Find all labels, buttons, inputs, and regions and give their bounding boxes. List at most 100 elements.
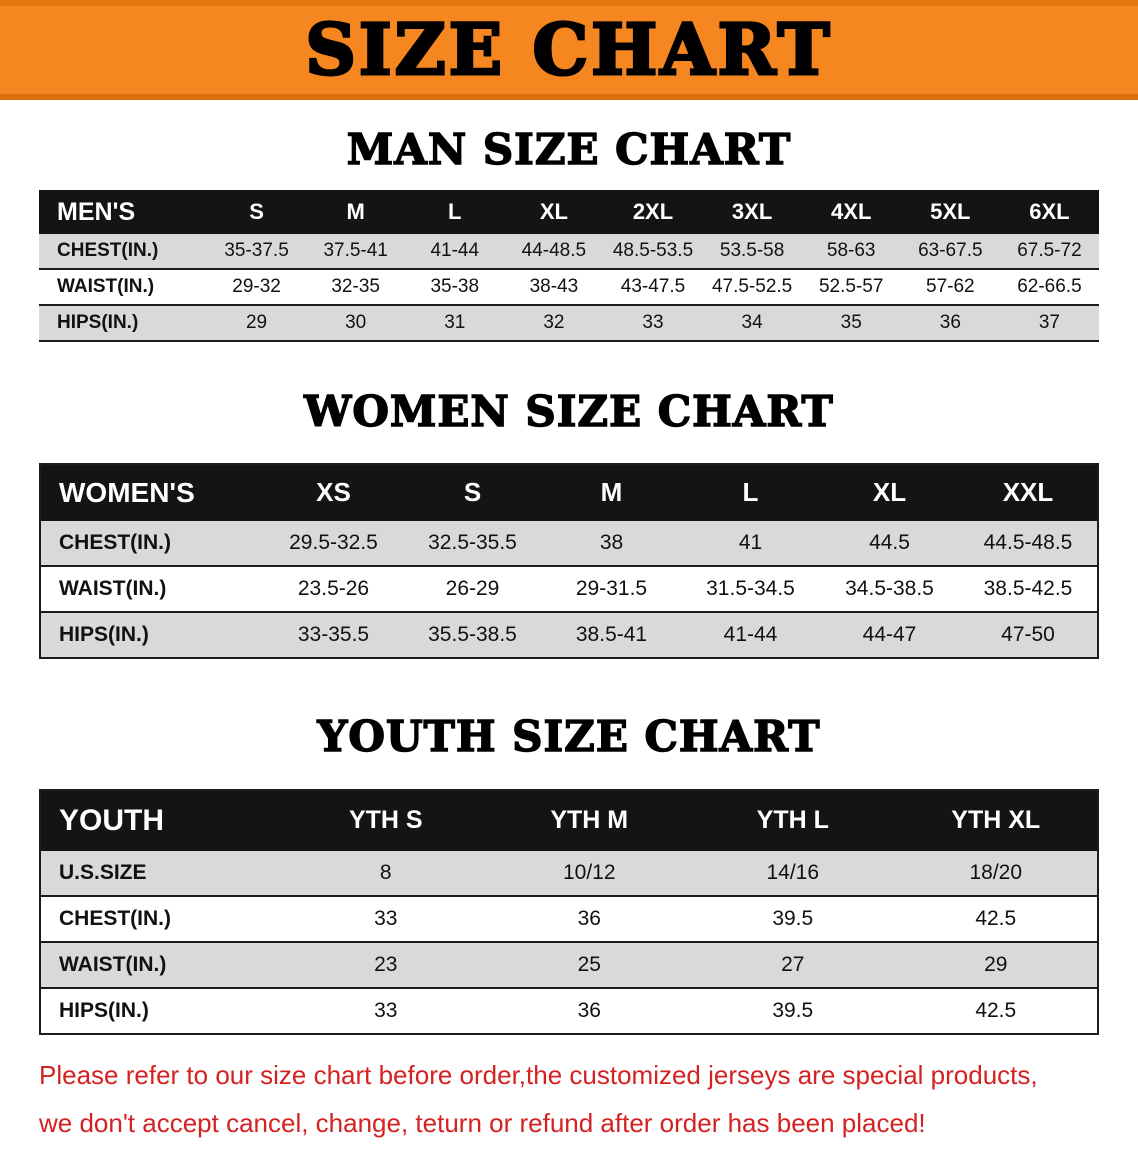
- size-value: 23.5-26: [297, 576, 370, 600]
- size-row: HIPS(IN.) 29 30 31 32 33 34 35 36 37: [39, 305, 1099, 342]
- size-value: 39.5: [772, 906, 814, 930]
- size-value: 8: [379, 860, 392, 884]
- size-value: 44.5: [869, 530, 910, 554]
- size-value: 35-38: [430, 276, 480, 298]
- men-size-table: MEN'S S M L XL 2XL 3XL 4XL 5XL 6XL CHEST(IN.) 35-37…: [39, 190, 1099, 343]
- women-section-heading: WOMEN SIZE CHART: [303, 387, 834, 437]
- size-column-header: XXL: [959, 463, 1098, 521]
- size-value: 35-37.5: [224, 240, 289, 262]
- row-label: WAIST(IN.): [59, 952, 167, 976]
- size-value: 36: [577, 998, 601, 1022]
- size-value: 32-35: [331, 276, 380, 298]
- size-column-header: YTH L: [691, 789, 895, 851]
- size-column-header: M: [306, 190, 406, 235]
- size-value: 62-66.5: [1017, 276, 1082, 298]
- size-column-header: YTH S: [284, 789, 488, 851]
- table-title-cell: WOMEN'S: [40, 463, 264, 521]
- size-value: 42.5: [975, 998, 1017, 1022]
- row-label: CHEST(IN.): [57, 240, 159, 262]
- size-value: 35.5-38.5: [428, 622, 517, 646]
- size-value: 29: [245, 312, 268, 334]
- size-value: 52.5-57: [818, 276, 884, 298]
- size-column-header: L: [405, 190, 505, 235]
- size-value: 30: [345, 312, 367, 334]
- size-value: 43-47.5: [620, 276, 686, 298]
- size-row: HIPS(IN.) 33 36 39.5 42.5: [40, 987, 1098, 1034]
- size-column-header: 2XL: [603, 190, 703, 235]
- size-value: 29: [984, 952, 1008, 976]
- size-row: HIPS(IN.) 33-35.5 35.5-38.5 38.5-41 41-44 44-…: [40, 611, 1098, 658]
- table-title-cell: MEN'S: [39, 190, 207, 235]
- table-header-row: MEN'S S M L XL 2XL 3XL 4XL 5XL 6XL: [39, 190, 1099, 235]
- banner-title: SIZE CHART: [304, 8, 833, 91]
- row-label: HIPS(IN.): [59, 998, 149, 1022]
- size-value: 47-50: [1001, 622, 1055, 646]
- size-column-header: S: [207, 190, 307, 235]
- size-column-header: YTH M: [487, 789, 691, 851]
- table-header-row: YOUTH YTH S YTH M YTH L YTH XL: [40, 789, 1098, 851]
- size-row: WAIST(IN.) 23.5-26 26-29 29-31.5 31.5-34.5 34…: [40, 565, 1098, 612]
- row-label: HIPS(IN.): [59, 622, 149, 646]
- row-label: WAIST(IN.): [59, 576, 167, 600]
- size-value: 29-31.5: [575, 576, 648, 600]
- size-column-header: YTH XL: [894, 789, 1098, 851]
- size-row: WAIST(IN.) 29-32 32-35 35-38 38-43 43-47.5 47.…: [39, 269, 1099, 306]
- row-label: HIPS(IN.): [57, 312, 139, 334]
- size-value: 67.5-72: [1017, 240, 1082, 262]
- size-value: 38-43: [529, 276, 579, 298]
- size-value: 44-47: [862, 622, 917, 646]
- size-value: 41-44: [723, 622, 778, 646]
- size-value: 44.5-48.5: [983, 530, 1073, 554]
- size-value: 14/16: [766, 860, 820, 884]
- size-value: 41: [738, 530, 763, 554]
- size-value: 23: [374, 952, 398, 976]
- size-column-header: XS: [264, 463, 403, 521]
- table-title-cell: YOUTH: [40, 789, 284, 851]
- size-value: 25: [577, 952, 601, 976]
- size-value: 33-35.5: [297, 622, 370, 646]
- row-label: WAIST(IN.): [57, 276, 155, 298]
- size-column-header: 3XL: [702, 190, 802, 235]
- women-size-chart-section: WOMEN SIZE CHART WOMEN'S XS S M L XL XXL CHEST(…: [0, 387, 1138, 659]
- size-value: 32.5-35.5: [428, 530, 517, 554]
- youth-size-table: YOUTH YTH S YTH M YTH L YTH XL U.S.SIZE 8 10/12…: [39, 788, 1099, 1035]
- size-value: 47.5-52.5: [711, 276, 793, 298]
- footer-note: Please refer to our size chart before or…: [39, 1059, 1099, 1141]
- size-value: 63-67.5: [918, 240, 983, 262]
- size-value: 57-62: [926, 276, 975, 298]
- size-value: 38.5-41: [575, 622, 648, 646]
- size-value: 34: [741, 312, 763, 334]
- size-value: 41-44: [430, 240, 480, 262]
- size-value: 18/20: [969, 860, 1023, 884]
- footer-line-2: we don't accept cancel, change, teturn o…: [39, 1107, 926, 1138]
- size-value: 26-29: [445, 576, 500, 600]
- size-value: 36: [577, 906, 601, 930]
- size-row: CHEST(IN.) 29.5-32.5 32.5-35.5 38 41 44.5 44.5…: [40, 520, 1098, 566]
- size-row: WAIST(IN.) 23 25 27 29: [40, 941, 1098, 988]
- size-value: 44-48.5: [521, 240, 587, 262]
- size-column-header: 5XL: [900, 190, 1000, 235]
- size-value: 33: [374, 998, 398, 1022]
- size-value: 37: [1038, 312, 1060, 334]
- footer-line-1: Please refer to our size chart before or…: [39, 1059, 1038, 1090]
- size-row: CHEST(IN.) 35-37.5 37.5-41 41-44 44-48.5 48.5…: [39, 234, 1099, 270]
- row-label: CHEST(IN.): [59, 906, 171, 930]
- size-column-header: XL: [820, 463, 959, 521]
- size-row: CHEST(IN.) 33 36 39.5 42.5: [40, 895, 1098, 942]
- size-value: 38.5-42.5: [983, 576, 1073, 600]
- size-chart-banner: SIZE CHART: [0, 0, 1138, 100]
- size-value: 36: [939, 312, 961, 334]
- row-label: U.S.SIZE: [59, 860, 147, 884]
- table-header-row: WOMEN'S XS S M L XL XXL: [40, 463, 1098, 521]
- size-value: 37.5-41: [323, 240, 388, 262]
- size-value: 38: [599, 530, 624, 554]
- size-value: 31.5-34.5: [706, 576, 795, 600]
- size-column-header: 4XL: [801, 190, 901, 235]
- size-value: 35: [840, 312, 862, 334]
- size-value: 31: [444, 312, 466, 334]
- size-value: 32: [543, 312, 565, 334]
- size-value: 27: [781, 952, 805, 976]
- size-column-header: M: [542, 463, 681, 521]
- size-value: 33: [642, 312, 664, 334]
